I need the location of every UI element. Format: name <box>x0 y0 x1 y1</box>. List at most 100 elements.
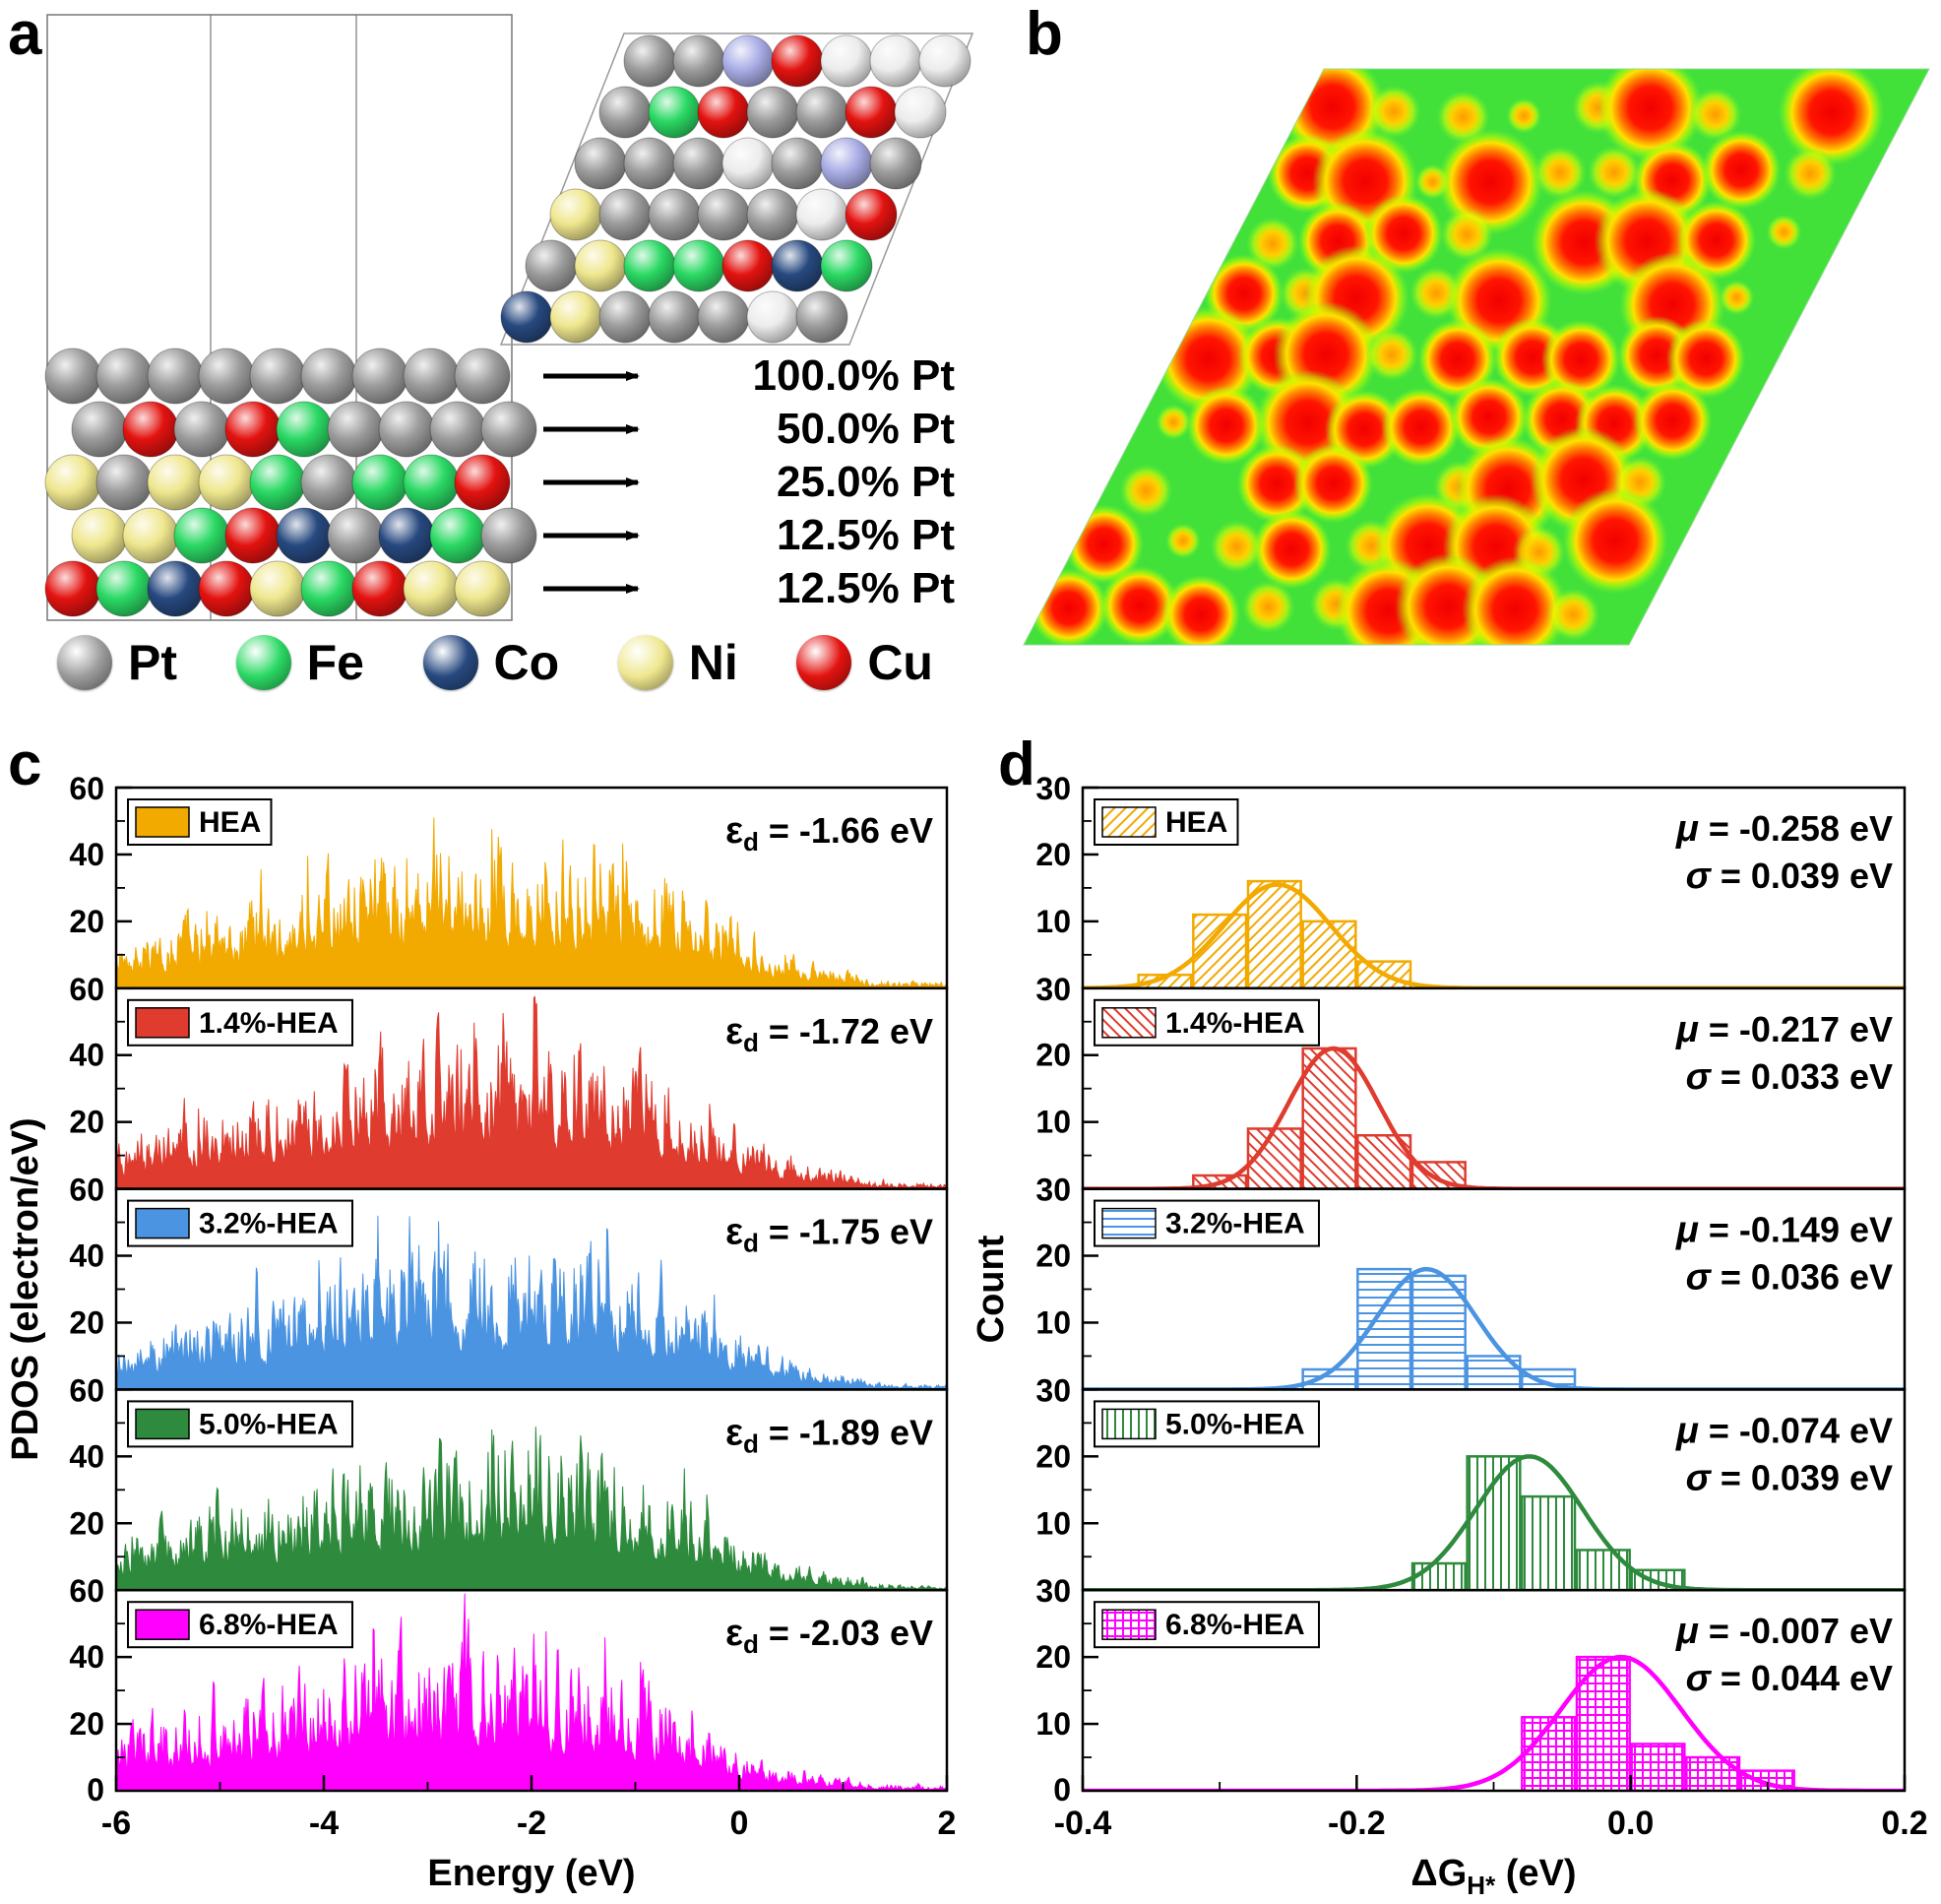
mu-annotation: μ = -0.258 eV <box>1675 808 1893 850</box>
svg-text:0.0: 0.0 <box>1607 1805 1654 1842</box>
element-legend: Pt Fe Co Ni Cu <box>57 634 933 691</box>
ni-sphere-icon <box>617 635 673 690</box>
svg-text:20: 20 <box>1035 1438 1071 1474</box>
pdos-series-HEA <box>116 817 947 988</box>
svg-text:-4: -4 <box>309 1805 339 1842</box>
sigma-annotation: σ = 0.033 eV <box>1686 1056 1893 1098</box>
fe-sphere-icon <box>235 635 291 690</box>
pdos-legend-6.8%-HEA: 6.8%-HEA <box>127 1601 353 1649</box>
svg-text:-0.2: -0.2 <box>1328 1805 1386 1842</box>
d-band-annotation: εd = -1.89 eV <box>725 1412 933 1458</box>
pdos-legend-HEA: HEA <box>127 798 273 846</box>
svg-text:20: 20 <box>69 1505 104 1541</box>
layer-label-4: 12.5% Pt <box>777 511 955 559</box>
svg-text:20: 20 <box>69 1105 104 1140</box>
svg-text:60: 60 <box>69 972 104 1007</box>
layer-label-3: 25.0% Pt <box>777 458 955 506</box>
hist-legend-1.4%-HEA: 1.4%-HEA <box>1094 998 1320 1047</box>
pdos-series-6.8%-HEA <box>116 1593 947 1792</box>
panel-c-label: c <box>8 730 42 798</box>
svg-text:60: 60 <box>69 1173 104 1208</box>
svg-text:0.2: 0.2 <box>1881 1805 1927 1842</box>
svg-text:Count: Count <box>970 1235 1012 1343</box>
pdos-series-1.4%-HEA <box>116 995 947 1189</box>
cu-label: Cu <box>867 635 933 690</box>
svg-text:40: 40 <box>69 837 104 872</box>
svg-text:30: 30 <box>1035 972 1071 1007</box>
pdos-series-3.2%-HEA <box>116 1215 947 1390</box>
cu-sphere-icon <box>796 635 852 690</box>
mu-annotation: μ = -0.007 eV <box>1675 1611 1893 1652</box>
svg-text:6.8%-HEA: 6.8%-HEA <box>199 1609 339 1641</box>
d-band-annotation: εd = -1.72 eV <box>725 1011 933 1057</box>
svg-text:20: 20 <box>69 1304 104 1340</box>
legend-item-co: Co <box>422 634 560 691</box>
pdos-legend-3.2%-HEA: 3.2%-HEA <box>127 1199 353 1247</box>
svg-text:60: 60 <box>69 1573 104 1609</box>
svg-text:20: 20 <box>1035 1038 1071 1073</box>
svg-text:1.4%-HEA: 1.4%-HEA <box>1165 1007 1305 1040</box>
svg-text:0: 0 <box>87 1772 104 1808</box>
svg-text:3.2%-HEA: 3.2%-HEA <box>1165 1208 1305 1240</box>
hist-series-HEA <box>1083 879 1905 988</box>
panel-b-charge-density-map <box>1023 68 1930 646</box>
svg-text:0: 0 <box>1053 1772 1071 1808</box>
svg-text:HEA: HEA <box>199 806 261 839</box>
top-view-atoms <box>499 32 974 346</box>
layer-label-5: 12.5% Pt <box>777 564 955 612</box>
panel-a-structure-model <box>44 14 974 621</box>
layer-label-2: 50.0% Pt <box>777 405 955 453</box>
ni-label: Ni <box>688 635 738 690</box>
panel-d-label: d <box>998 730 1035 798</box>
svg-text:5.0%-HEA: 5.0%-HEA <box>1165 1408 1305 1440</box>
mu-annotation: μ = -0.217 eV <box>1675 1009 1893 1050</box>
fe-label: Fe <box>306 635 364 690</box>
legend-item-fe: Fe <box>235 634 364 691</box>
svg-text:40: 40 <box>69 1438 104 1474</box>
co-label: Co <box>493 635 560 690</box>
svg-text:-6: -6 <box>101 1805 131 1842</box>
side-view-atoms <box>44 348 537 617</box>
sigma-annotation: σ = 0.044 eV <box>1686 1658 1893 1699</box>
svg-text:Energy (eV): Energy (eV) <box>427 1853 635 1894</box>
svg-text:30: 30 <box>1035 1573 1071 1609</box>
sigma-annotation: σ = 0.039 eV <box>1686 856 1893 897</box>
x-axis-title: ΔGH* (eV) <box>1410 1853 1576 1900</box>
svg-text:2: 2 <box>938 1805 957 1842</box>
svg-text:HEA: HEA <box>1165 806 1227 839</box>
pdos-legend-1.4%-HEA: 1.4%-HEA <box>127 998 353 1047</box>
pt-sphere-icon <box>57 635 112 690</box>
svg-text:3.2%-HEA: 3.2%-HEA <box>199 1208 339 1240</box>
svg-text:20: 20 <box>69 1706 104 1742</box>
svg-text:40: 40 <box>69 1038 104 1073</box>
svg-text:30: 30 <box>1035 771 1071 806</box>
svg-text:6.8%-HEA: 6.8%-HEA <box>1165 1609 1305 1641</box>
panel-d-histogram-chart: 30 20 10 HEA μ = -0.258 eV σ = 0.039 eV 30 20 10… <box>970 771 1928 1900</box>
svg-text:10: 10 <box>1035 1505 1071 1541</box>
pdos-legend-5.0%-HEA: 5.0%-HEA <box>127 1400 353 1448</box>
legend-item-pt: Pt <box>57 634 177 691</box>
mu-annotation: μ = -0.074 eV <box>1675 1410 1893 1451</box>
hist-legend-3.2%-HEA: 3.2%-HEA <box>1094 1199 1320 1247</box>
svg-text:10: 10 <box>1035 904 1071 939</box>
svg-text:20: 20 <box>1035 1238 1071 1274</box>
hist-legend-HEA: HEA <box>1094 798 1239 846</box>
sigma-annotation: σ = 0.039 eV <box>1686 1457 1893 1498</box>
d-band-annotation: εd = -2.03 eV <box>725 1613 933 1659</box>
svg-text:60: 60 <box>69 771 104 806</box>
pdos-series-5.0%-HEA <box>116 1427 947 1591</box>
panel-a-label: a <box>8 0 42 68</box>
svg-text:5.0%-HEA: 5.0%-HEA <box>199 1408 339 1440</box>
svg-text:30: 30 <box>1035 1372 1071 1408</box>
svg-text:60: 60 <box>69 1372 104 1408</box>
svg-text:PDOS (electron/eV): PDOS (electron/eV) <box>5 1117 46 1460</box>
svg-text:20: 20 <box>69 904 104 939</box>
panel-b-label: b <box>1026 0 1063 68</box>
hist-legend-5.0%-HEA: 5.0%-HEA <box>1094 1400 1320 1448</box>
layer-arrows <box>543 371 640 594</box>
svg-text:40: 40 <box>69 1238 104 1274</box>
svg-text:30: 30 <box>1035 1173 1071 1208</box>
pt-label: Pt <box>128 635 177 690</box>
